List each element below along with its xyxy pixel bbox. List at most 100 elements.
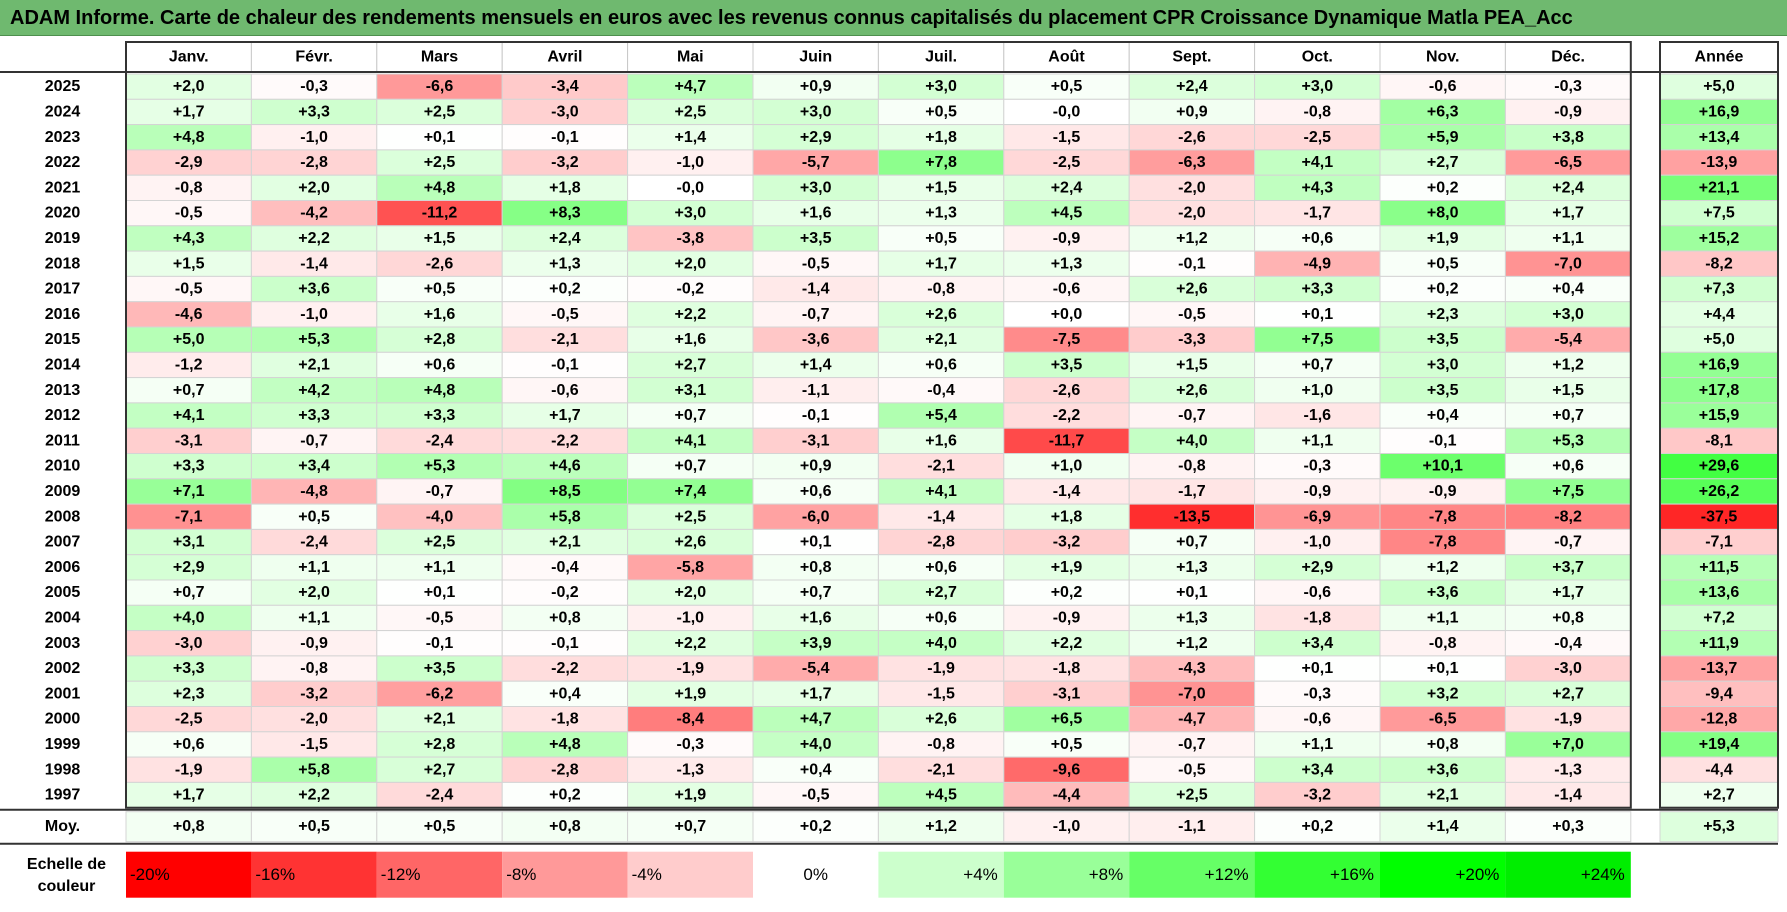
year-label: 1998 bbox=[45, 761, 81, 778]
cell-value: -4,9 bbox=[1304, 255, 1332, 272]
cell-value: +4,1 bbox=[173, 407, 205, 424]
heatmap-cell bbox=[376, 149, 503, 176]
heatmap-cell bbox=[250, 149, 378, 176]
heatmap-cell bbox=[877, 73, 1005, 100]
cell-value: +4,1 bbox=[925, 483, 957, 500]
heatmap-cell bbox=[627, 301, 754, 328]
cell-value: -0,8 bbox=[1178, 458, 1206, 475]
cell-value: +0,2 bbox=[1427, 179, 1459, 196]
heatmap-cell bbox=[501, 756, 629, 783]
heatmap-cell bbox=[1504, 301, 1632, 328]
scale-swatch bbox=[1129, 851, 1255, 898]
cell-value: +4,0 bbox=[800, 736, 832, 753]
cell-value: +1,6 bbox=[800, 205, 832, 222]
cell-value: +0,1 bbox=[800, 534, 832, 551]
heatmap-cell bbox=[1128, 275, 1256, 303]
cell-value: -0,6 bbox=[1304, 584, 1332, 601]
annual-value: +11,5 bbox=[1699, 559, 1739, 576]
cell-value: -1,0 bbox=[677, 609, 705, 626]
heatmap-cell bbox=[1504, 377, 1632, 404]
header-label: Mars bbox=[421, 49, 458, 66]
cell-value: -4,4 bbox=[1053, 787, 1081, 804]
cell-value: +0,1 bbox=[424, 129, 456, 146]
cell-value: +0,6 bbox=[800, 483, 832, 500]
annual-value: +15,2 bbox=[1699, 230, 1740, 247]
cell-value: +3,0 bbox=[1302, 78, 1334, 95]
heatmap-cell bbox=[1379, 528, 1506, 556]
annual-value: -4,4 bbox=[1705, 761, 1733, 778]
cell-value: +2,4 bbox=[549, 230, 581, 247]
cell-value: -0,1 bbox=[802, 407, 830, 424]
cell-value: +3,4 bbox=[1302, 761, 1334, 778]
cell-value: -1,1 bbox=[802, 382, 830, 399]
average-value: +0,7 bbox=[675, 818, 707, 835]
cell-value: +1,6 bbox=[675, 331, 707, 348]
year-label: 2007 bbox=[45, 534, 81, 551]
cell-value: +0,7 bbox=[675, 407, 707, 424]
cell-value: +1,5 bbox=[925, 179, 957, 196]
cell-value: -0,3 bbox=[300, 78, 328, 95]
heatmap-cell bbox=[501, 554, 629, 581]
heatmap-cell bbox=[627, 250, 754, 277]
cell-value: -0,5 bbox=[802, 255, 830, 272]
cell-value: +3,1 bbox=[173, 534, 205, 551]
heatmap-cell bbox=[250, 781, 378, 809]
annual-border bbox=[1659, 41, 1779, 809]
cell-value: -2,1 bbox=[927, 761, 955, 778]
cell-value: -4,3 bbox=[1178, 660, 1206, 677]
cell-value: -11,2 bbox=[422, 205, 458, 222]
cell-value: -1,6 bbox=[1304, 407, 1332, 424]
heatmap-cell bbox=[627, 225, 754, 252]
cell-value: +4,3 bbox=[173, 230, 205, 247]
year-label: 2004 bbox=[45, 609, 81, 626]
heatmap-cell bbox=[125, 604, 252, 632]
average-annual-cell bbox=[1659, 811, 1779, 843]
title-bar: ADAM Informe. Carte de chaleur des rende… bbox=[0, 0, 1787, 36]
heatmap-cell bbox=[125, 377, 252, 404]
header-label: Févr. bbox=[295, 49, 332, 66]
annual-cell bbox=[1659, 250, 1779, 277]
year-label: 2009 bbox=[45, 483, 81, 500]
cell-value: +1,7 bbox=[173, 103, 205, 120]
cell-value: +1,9 bbox=[675, 685, 707, 702]
heatmap-cell bbox=[501, 351, 629, 379]
cell-value: -1,9 bbox=[1554, 711, 1582, 728]
annual-value: +11,9 bbox=[1699, 635, 1739, 652]
heatmap-cell bbox=[1003, 377, 1130, 404]
heatmap-cell bbox=[752, 706, 879, 733]
cell-value: -3,2 bbox=[300, 685, 328, 702]
heatmap-cell bbox=[1003, 731, 1130, 758]
cell-value: +3,8 bbox=[1552, 129, 1584, 146]
cell-value: +1,5 bbox=[424, 230, 456, 247]
year-label: 2017 bbox=[45, 281, 81, 298]
header-cell bbox=[1128, 41, 1256, 73]
cell-value: +0,7 bbox=[173, 584, 205, 601]
scale-step-label: +8% bbox=[1089, 865, 1124, 884]
heatmap-cell bbox=[1504, 351, 1632, 379]
scale-swatch bbox=[376, 851, 503, 898]
heatmap-cell bbox=[1504, 73, 1632, 100]
heatmap-cell bbox=[1128, 351, 1256, 379]
cell-value: +3,0 bbox=[675, 205, 707, 222]
cell-value: -0,8 bbox=[300, 660, 328, 677]
heatmap-cell bbox=[1254, 427, 1381, 455]
cell-value: -0,6 bbox=[1304, 711, 1332, 728]
cell-value: +0,6 bbox=[424, 356, 456, 373]
cell-value: +3,2 bbox=[1427, 685, 1459, 702]
annual-value: +7,3 bbox=[1703, 281, 1735, 298]
cell-value: +0,5 bbox=[1427, 255, 1459, 272]
cell-value: +1,3 bbox=[925, 205, 957, 222]
heatmap-cell bbox=[501, 377, 629, 404]
average-annual-value: +5,3 bbox=[1703, 818, 1735, 835]
average-value: +0,8 bbox=[173, 818, 205, 835]
cell-value: +2,5 bbox=[424, 103, 456, 120]
heatmap-cell bbox=[1254, 453, 1381, 480]
heatmap-cell bbox=[125, 301, 252, 328]
heatmap-cell bbox=[125, 579, 252, 606]
heatmap-cell bbox=[1128, 250, 1256, 277]
heatmap-cell bbox=[501, 503, 629, 530]
scale-step-label: +20% bbox=[1455, 865, 1499, 884]
cell-value: +3,6 bbox=[1427, 761, 1459, 778]
cell-value: +3,0 bbox=[1552, 306, 1584, 323]
heatmap-cell bbox=[1379, 781, 1506, 809]
